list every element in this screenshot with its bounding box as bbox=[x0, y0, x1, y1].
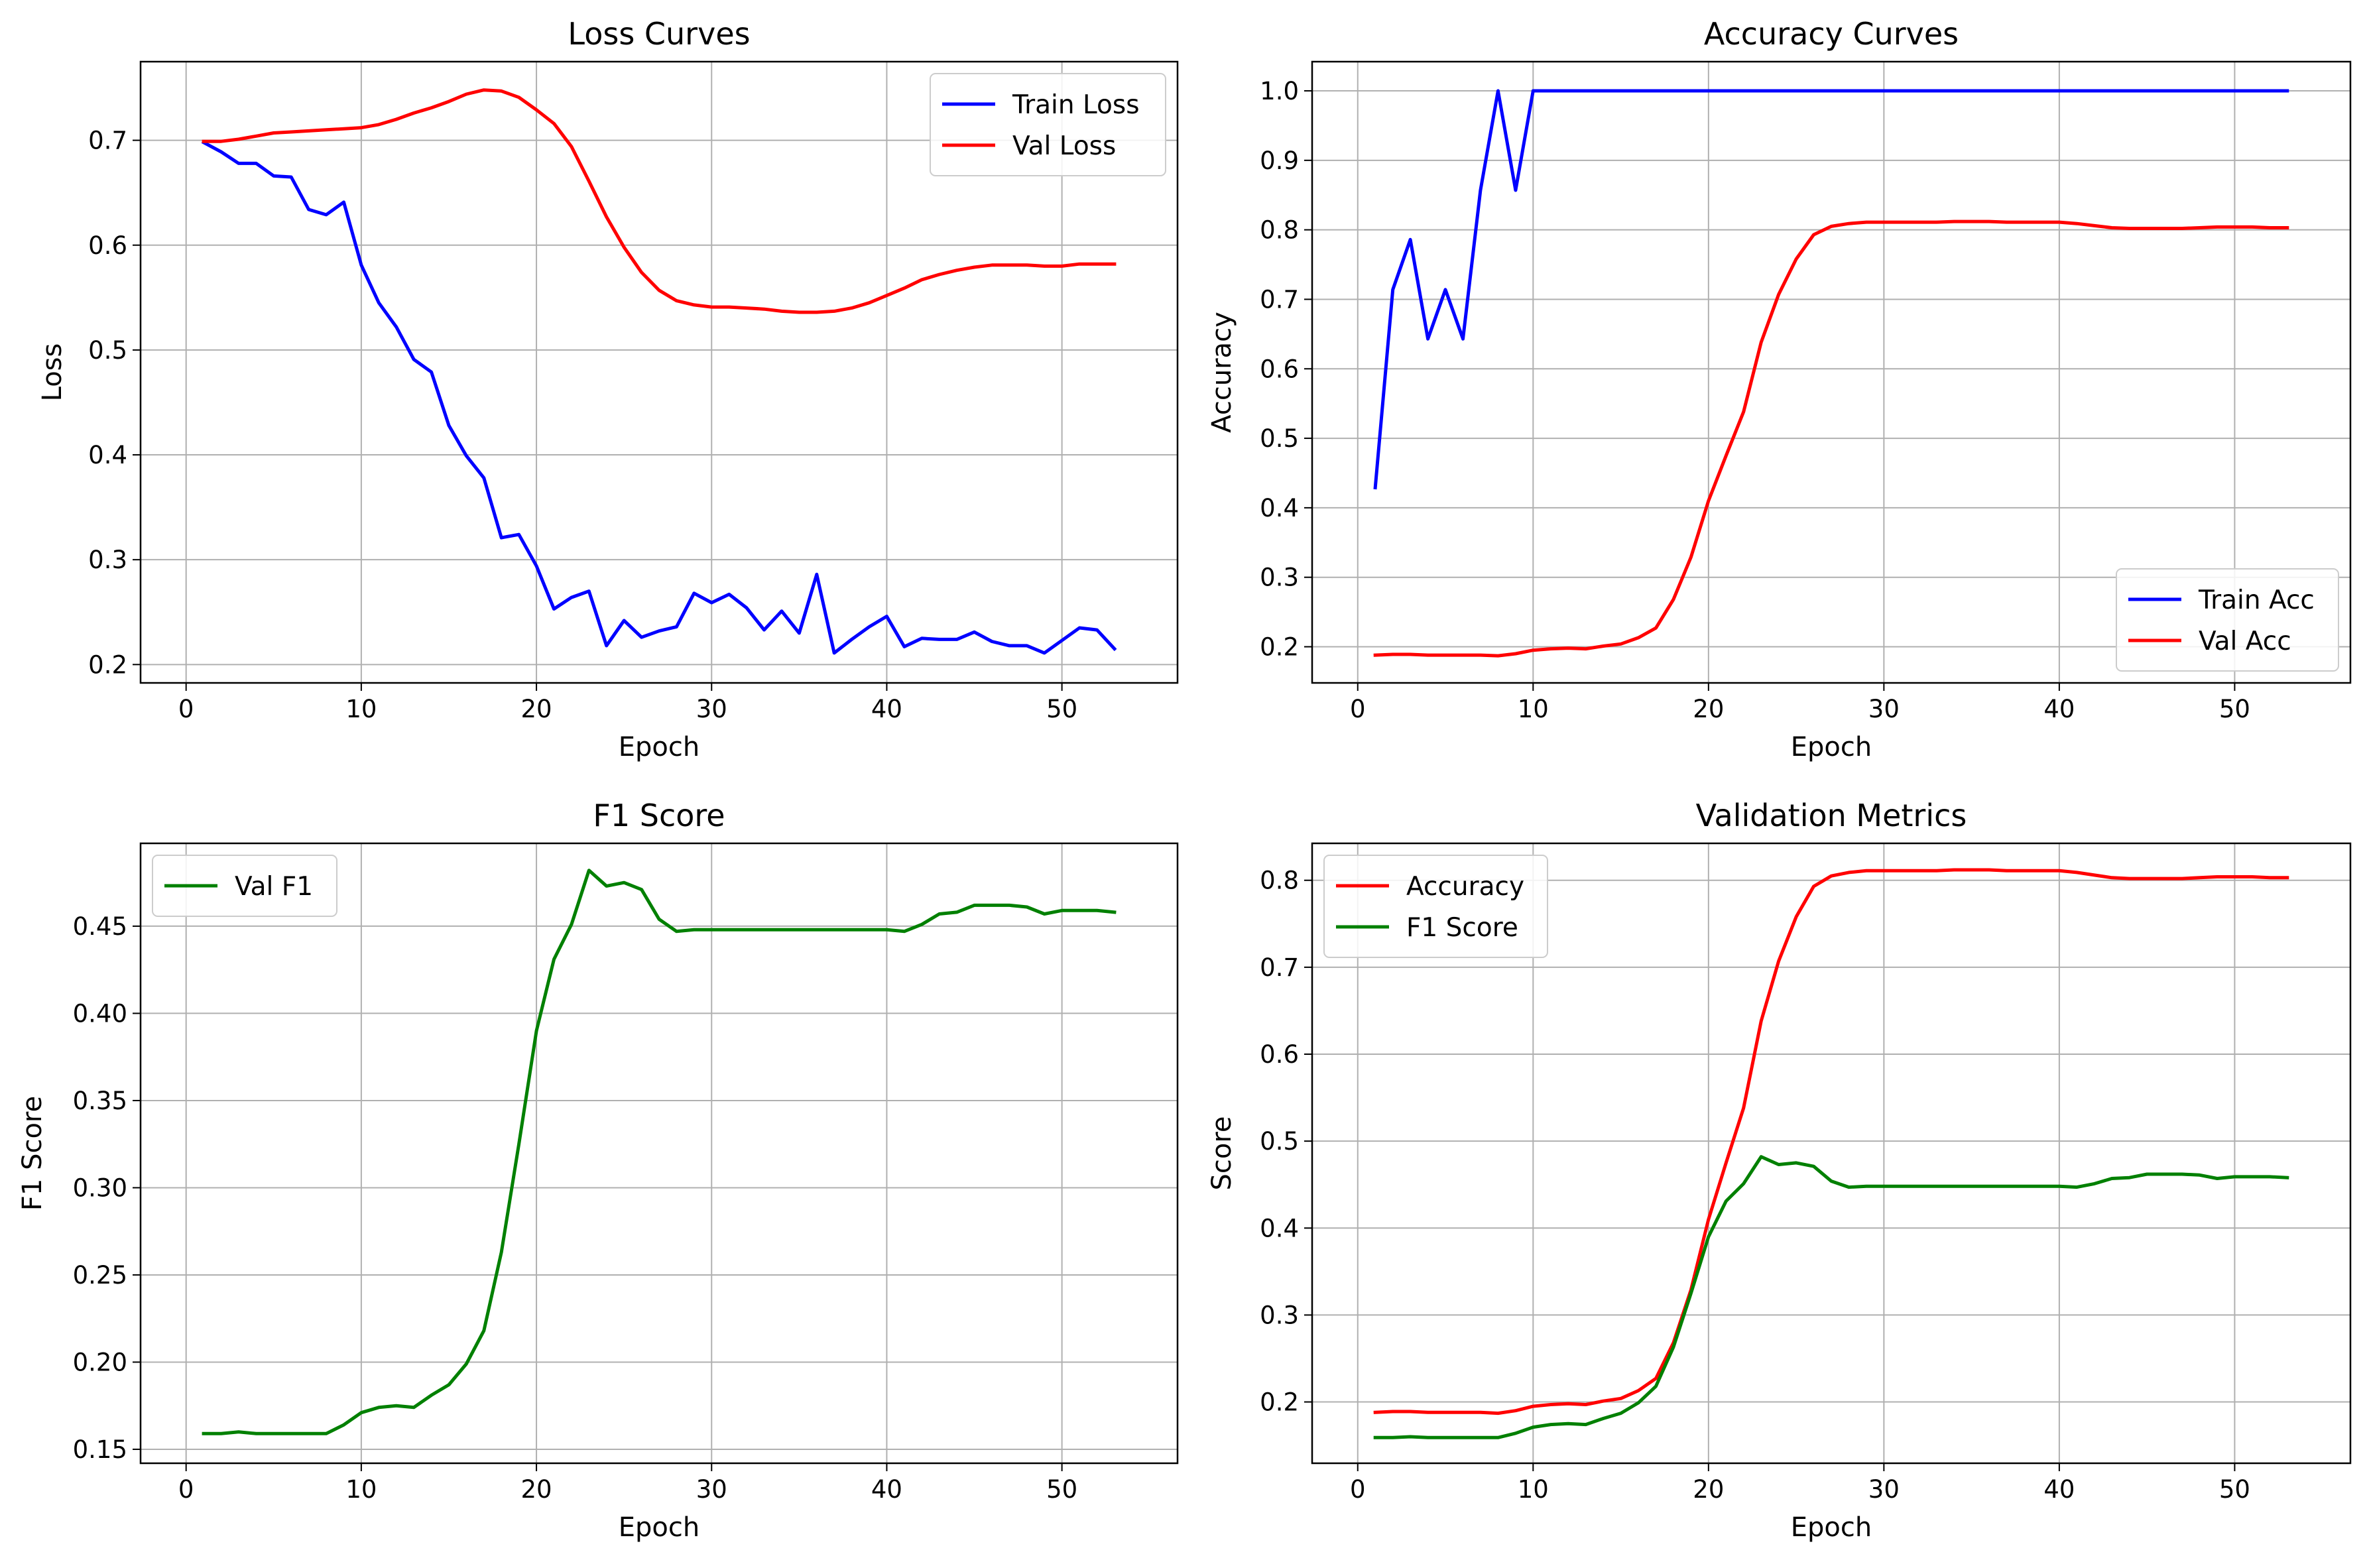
chart-title: Accuracy Curves bbox=[1704, 16, 1959, 52]
series-line-train-loss bbox=[201, 140, 1117, 655]
y-tick-label: 0.35 bbox=[73, 1087, 127, 1115]
x-axis-label: Epoch bbox=[619, 1512, 699, 1543]
x-tick-label: 30 bbox=[1868, 695, 1900, 723]
x-tick-label: 30 bbox=[696, 1475, 727, 1504]
y-tick-label: 0.6 bbox=[1260, 355, 1299, 383]
y-axis-label: Loss bbox=[37, 343, 68, 402]
legend: Val F1 bbox=[152, 855, 337, 917]
y-tick-label: 0.5 bbox=[1260, 424, 1299, 453]
axes-frame bbox=[139, 842, 1179, 1465]
y-tick-label: 0.8 bbox=[1260, 216, 1299, 245]
y-tick-label: 0.20 bbox=[73, 1348, 127, 1376]
x-tick-label: 20 bbox=[521, 695, 552, 723]
legend-label: Train Acc bbox=[2198, 585, 2315, 615]
y-tick-label: 0.4 bbox=[1260, 1214, 1299, 1242]
y-tick-label: 0.5 bbox=[88, 336, 127, 365]
x-tick-label: 10 bbox=[1518, 695, 1549, 723]
y-axis-label: F1 Score bbox=[17, 1096, 48, 1211]
x-tick-label: 40 bbox=[871, 695, 902, 723]
y-tick-label: 0.6 bbox=[1260, 1040, 1299, 1069]
y-axis-label: Accuracy bbox=[1207, 312, 1237, 433]
y-axis-label: Score bbox=[1207, 1116, 1237, 1190]
y-tick-label: 0.30 bbox=[73, 1174, 127, 1202]
x-tick-label: 20 bbox=[1693, 1475, 1724, 1504]
x-tick-label: 50 bbox=[2219, 1475, 2250, 1504]
x-tick-label: 40 bbox=[871, 1475, 902, 1504]
x-tick-label: 10 bbox=[345, 1475, 377, 1504]
legend-label: Accuracy bbox=[1406, 872, 1524, 902]
x-tick-label: 20 bbox=[521, 1475, 552, 1504]
legend: Train Acc Val Acc bbox=[2116, 568, 2339, 672]
x-tick-label: 50 bbox=[1046, 1475, 1077, 1504]
legend-label: Val F1 bbox=[235, 872, 313, 902]
x-tick-label: 0 bbox=[178, 695, 194, 723]
x-axis-label: Epoch bbox=[1791, 1512, 1872, 1543]
series-line-f1-score bbox=[1373, 1155, 2289, 1439]
chart-title: Validation Metrics bbox=[1696, 798, 1967, 833]
y-tick-label: 0.3 bbox=[88, 546, 127, 574]
x-tick-label: 30 bbox=[1868, 1475, 1900, 1504]
y-tick-label: 0.4 bbox=[88, 441, 127, 469]
legend-label: F1 Score bbox=[1406, 913, 1518, 943]
x-tick-label: 0 bbox=[1350, 695, 1366, 723]
x-tick-label: 0 bbox=[1350, 1475, 1366, 1504]
series-line-val-acc bbox=[1373, 219, 2289, 658]
x-tick-label: 30 bbox=[696, 695, 727, 723]
y-tick-label: 0.45 bbox=[73, 912, 127, 941]
y-tick-label: 0.5 bbox=[1260, 1127, 1299, 1156]
chart-title: F1 Score bbox=[593, 798, 725, 833]
series-line-accuracy bbox=[1373, 868, 2289, 1416]
x-tick-label: 50 bbox=[2219, 695, 2250, 723]
x-tick-label: 40 bbox=[2043, 695, 2075, 723]
y-tick-label: 0.7 bbox=[88, 127, 127, 155]
y-tick-label: 0.15 bbox=[73, 1435, 127, 1464]
x-tick-label: 0 bbox=[178, 1475, 194, 1504]
y-tick-label: 0.25 bbox=[73, 1261, 127, 1290]
legend-box bbox=[930, 73, 1166, 176]
chart-panel-3: 0 10 20 30 40 50 0.15 0.20 0.25 0.30 0.35 0.40 0.45 F… bbox=[17, 798, 1179, 1543]
y-tick-label: 0.40 bbox=[73, 999, 127, 1028]
y-tick-label: 0.7 bbox=[1260, 285, 1299, 314]
y-tick-label: 0.8 bbox=[1260, 867, 1299, 895]
y-tick-label: 0.2 bbox=[1260, 633, 1299, 661]
series-line-val-f1 bbox=[202, 869, 1117, 1435]
y-tick-label: 0.3 bbox=[1260, 564, 1299, 592]
y-tick-label: 0.4 bbox=[1260, 494, 1299, 522]
x-axis-label: Epoch bbox=[619, 732, 699, 762]
x-tick-label: 20 bbox=[1693, 695, 1724, 723]
axes-frame bbox=[139, 60, 1179, 684]
y-tick-label: 0.9 bbox=[1260, 147, 1299, 175]
legend-label: Val Loss bbox=[1012, 131, 1116, 161]
series-line-train-acc bbox=[1373, 89, 2289, 490]
legend-box bbox=[1323, 855, 1548, 958]
axes-frame bbox=[1311, 60, 2352, 684]
y-tick-label: 0.2 bbox=[88, 650, 127, 679]
y-tick-label: 0.2 bbox=[1260, 1388, 1299, 1417]
x-tick-label: 40 bbox=[2043, 1475, 2075, 1504]
chart-panel-2: 0 10 20 30 40 50 0.2 0.3 0.4 0.5 0.6 0.7 0.8 0.9 1.0 Ac… bbox=[1207, 16, 2352, 762]
y-tick-label: 0.6 bbox=[88, 231, 127, 260]
chart-panel-4: 0 10 20 30 40 50 0.2 0.3 0.4 0.5 0.6 0.7 0.8 Validati… bbox=[1207, 798, 2352, 1543]
x-axis-label: Epoch bbox=[1791, 732, 1872, 762]
chart-title: Loss Curves bbox=[568, 16, 750, 52]
legend-label: Val Acc bbox=[2199, 627, 2291, 656]
legend-box bbox=[2116, 568, 2339, 672]
legend-label: Train Loss bbox=[1012, 90, 1140, 120]
x-tick-label: 10 bbox=[345, 695, 377, 723]
legend: Train Loss Val Loss bbox=[930, 73, 1166, 176]
series-line-val-loss bbox=[202, 88, 1117, 314]
chart-panel-1: 0 10 20 30 40 50 0.2 0.3 0.4 0.5 0.6 0.7 Loss Curves… bbox=[37, 16, 1179, 762]
y-tick-label: 1.0 bbox=[1260, 77, 1299, 105]
x-tick-label: 50 bbox=[1046, 695, 1077, 723]
legend-box bbox=[152, 855, 337, 917]
y-tick-label: 0.3 bbox=[1260, 1301, 1299, 1329]
x-tick-label: 10 bbox=[1518, 1475, 1549, 1504]
axes-frame bbox=[1311, 842, 2352, 1465]
legend: Accuracy F1 Score bbox=[1323, 855, 1548, 958]
y-tick-label: 0.7 bbox=[1260, 953, 1299, 982]
